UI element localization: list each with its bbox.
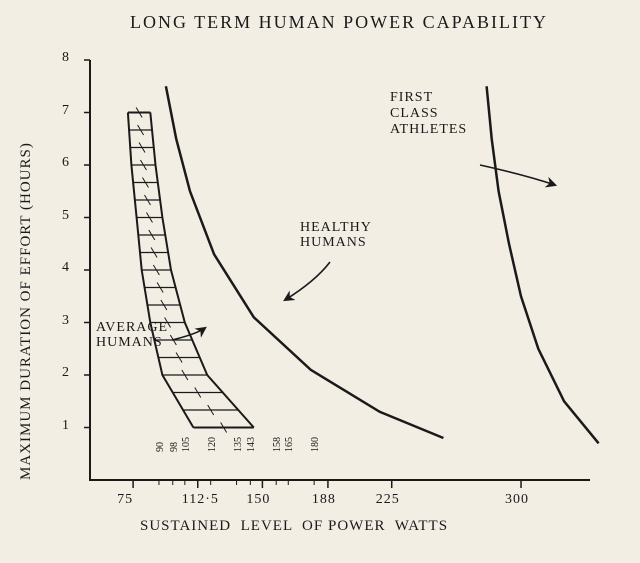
x-minor-tick: 158	[272, 437, 283, 452]
y-tick: 6	[62, 155, 70, 171]
x-tick: 188	[312, 492, 336, 508]
x-minor-tick: 90	[155, 442, 166, 452]
x-minor-tick: 143	[246, 437, 257, 452]
x-tick: 150	[246, 492, 270, 508]
x-tick: 75	[117, 492, 133, 508]
curve-healthy	[166, 86, 444, 438]
axes	[84, 60, 590, 488]
x-minor-tick: 98	[169, 442, 180, 452]
y-tick: 1	[62, 418, 70, 434]
x-minor-tick: 165	[284, 437, 295, 452]
y-tick: 3	[62, 313, 70, 329]
x-minor-tick: 105	[181, 437, 192, 452]
x-tick: 225	[376, 492, 400, 508]
x-tick: 112·5	[182, 492, 219, 508]
x-minor-tick: 180	[310, 437, 321, 452]
y-tick: 4	[62, 260, 70, 276]
average-humans-band	[128, 108, 254, 433]
chart-svg	[0, 0, 640, 563]
y-tick: 8	[62, 50, 70, 66]
curves	[128, 86, 599, 443]
y-tick: 7	[62, 103, 70, 119]
y-tick: 5	[62, 208, 70, 224]
x-minor-tick: 120	[207, 437, 218, 452]
x-tick: 300	[505, 492, 529, 508]
y-tick: 2	[62, 365, 70, 381]
curve-athletes	[487, 86, 599, 443]
x-minor-tick: 135	[233, 437, 244, 452]
